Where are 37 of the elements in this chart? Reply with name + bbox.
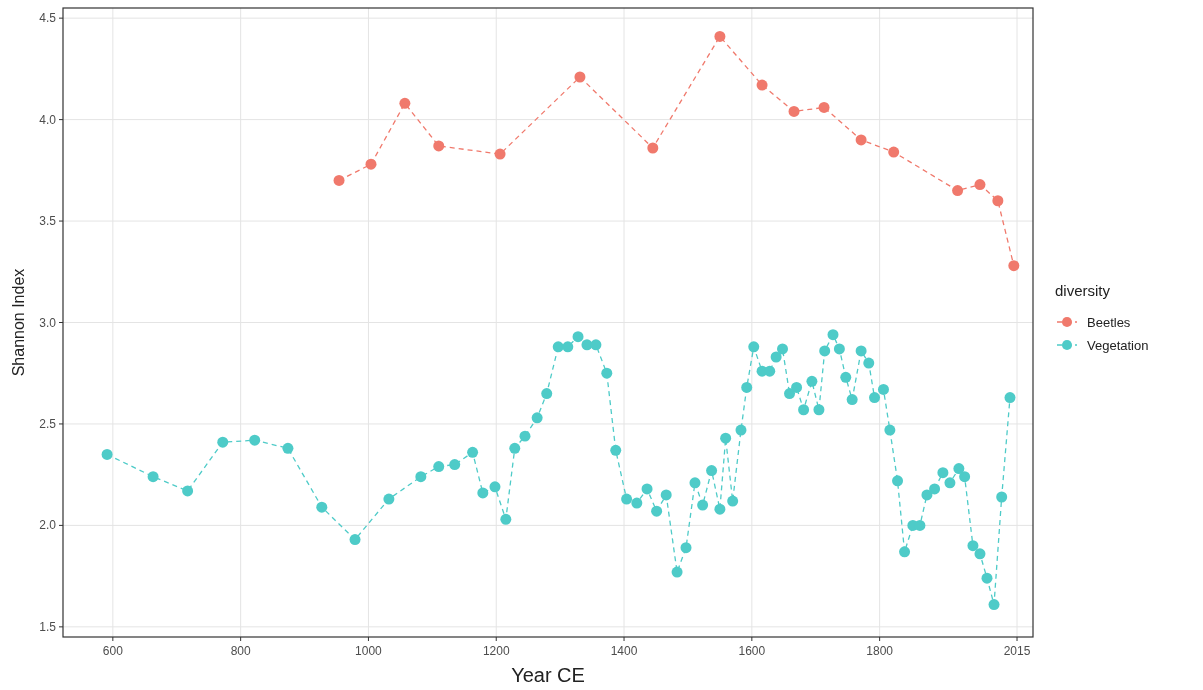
point: [574, 71, 586, 83]
y-tick-label: 4.5: [39, 11, 57, 26]
point: [494, 148, 506, 160]
x-tick-label: 1200: [482, 644, 510, 658]
y-tick-label: 2.5: [39, 416, 57, 431]
point: [333, 174, 345, 186]
x-tick-label: 1000: [355, 644, 383, 658]
legend-label: Vegetation: [1087, 338, 1149, 353]
point: [818, 101, 830, 113]
y-tick-label: 2.0: [39, 518, 57, 533]
point: [952, 185, 964, 197]
x-tick-label: 800: [230, 644, 251, 658]
point: [756, 79, 768, 91]
y-tick-label: 3.5: [39, 214, 57, 229]
legend-title: diversity: [1055, 282, 1111, 299]
point: [788, 105, 800, 117]
y-axis-title: Shannon Index: [10, 268, 27, 377]
y-tick-label: 1.5: [39, 619, 57, 634]
point: [714, 30, 726, 42]
point: [365, 158, 377, 170]
x-tick-label: 1400: [610, 644, 638, 658]
point: [433, 140, 445, 152]
point: [855, 134, 867, 146]
point: [1008, 260, 1020, 272]
x-axis-title: Year CE: [511, 664, 585, 686]
point: [399, 97, 411, 109]
y-tick-label: 3.0: [39, 315, 57, 330]
legend-label: Beetles: [1087, 315, 1131, 330]
point: [974, 179, 986, 191]
x-tick-label: 1800: [866, 644, 894, 658]
y-tick-label: 4.0: [39, 112, 57, 127]
point: [888, 146, 900, 158]
point: [647, 142, 659, 154]
point: [992, 195, 1004, 207]
x-tick-label: 2015: [1003, 644, 1031, 658]
x-tick-label: 600: [102, 644, 124, 658]
x-tick-label: 1600: [738, 644, 766, 658]
